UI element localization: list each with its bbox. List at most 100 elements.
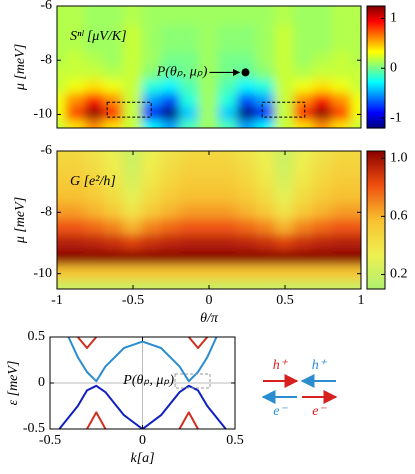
colorbar-swatch [367,73,385,76]
heatmap-cell [312,79,334,96]
heatmap-cell [331,280,353,289]
heatmap-cell [274,25,296,41]
particle-label: e⁻ [312,404,327,419]
heatmap-cell [103,38,125,55]
heatmap-cell [217,11,239,28]
colorbar-swatch [367,169,385,173]
heatmap-cell [160,249,182,267]
heatmap-cell [57,157,68,175]
heatmap-cell [103,52,125,68]
heatmap-cell [293,6,315,14]
heatmap-cell [179,66,201,82]
heatmap-cell [160,151,182,160]
heatmap-cell [350,151,361,160]
heatmap-cell [312,249,334,267]
heatmap-cell [198,66,220,82]
heatmap-cell [160,11,182,28]
colorbar-swatch [367,18,385,21]
colorbar-swatch [367,111,385,115]
heatmap-cell [217,79,239,96]
colorbar-swatch [367,252,385,256]
heatmap-cell [331,265,353,283]
x-tick-label: -1 [51,293,63,308]
heatmap-cell [122,203,144,221]
heatmap-cell [141,93,163,109]
particle-label: e⁻ [273,404,288,419]
colorbar-swatch [367,125,385,129]
heatmap-cell [236,188,258,206]
dashed-box [261,101,306,118]
colorbar-swatch [367,77,385,80]
colorbar-tick-label: 0.2 [390,267,408,282]
heatmap-cell [57,234,68,252]
heatmap-cell [65,203,87,221]
heatmap-cell [255,52,277,68]
heatmap-cell [350,173,361,191]
heatmap-cell [331,219,353,237]
heatmap-cell [198,234,220,252]
heatmap-cell [160,157,182,175]
heatmap-cell [236,38,258,55]
colorbar-swatch [367,208,385,212]
heatmap-cell [236,234,258,252]
heatmap-cell [274,219,296,237]
heatmap-cell [179,151,201,160]
heatmap-cell [331,66,353,82]
particle-label: h⁺ [273,358,289,373]
heatmap-cell [255,188,277,206]
heatmap-cell [350,157,361,175]
heatmap-cell [179,203,201,221]
heatmap-cell [255,203,277,221]
heatmap-cell [274,157,296,175]
heatmap-cell [255,219,277,237]
heatmap-cell [236,203,258,221]
colorbar-swatch [367,101,385,105]
heatmap-cell [141,11,163,28]
heatmap-cell [84,188,106,206]
heatmap-cell [350,219,361,237]
colorbar-swatch [367,190,385,193]
colorbar-swatch [367,157,385,161]
x-tick-label: 0.5 [276,293,294,308]
heatmap-cell [57,93,68,109]
heatmap-cell [331,157,353,175]
colorbar-swatch [367,56,385,60]
colorbar-swatch [367,22,385,25]
colorbar-swatch [367,268,385,272]
heatmap-cell [274,106,296,123]
heatmap-cell [350,234,361,252]
heatmap-cell [255,66,277,82]
heatmap-cell [103,265,125,283]
heatmap-cell [141,79,163,96]
heatmap-cell [160,219,182,237]
heatmap-cell [122,265,144,283]
heatmap-cell [122,11,144,28]
heatmap-cell [350,120,361,128]
heatmap-cell [57,38,68,55]
heatmap-cell [122,66,144,82]
heatmap-cell [160,93,182,109]
heatmap-cell [65,157,87,175]
heatmap-cell [84,93,106,109]
heatmap-cell [84,6,106,14]
heatmap-cell [331,203,353,221]
heatmap-cell [198,25,220,41]
heatmap-cell [312,25,334,41]
heatmap-cell [236,219,258,237]
heatmap-cell [293,234,315,252]
heatmap-cell [274,79,296,96]
colorbar-swatch [367,266,385,269]
heatmap-cell [350,6,361,14]
heatmap-cell [65,120,87,128]
heatmap-cell [312,219,334,237]
colorbar-swatch [367,28,385,31]
colorbar-swatch [367,81,385,84]
y-axis-label: ε [meV] [6,361,21,406]
heatmap-cell [274,93,296,109]
heatmap-cell [57,265,68,283]
heatmap-cell [84,265,106,283]
y-tick-label: -8 [40,205,52,220]
heatmap-cell [103,66,125,82]
heatmap-cell [350,52,361,68]
heatmap-cell [331,234,353,252]
